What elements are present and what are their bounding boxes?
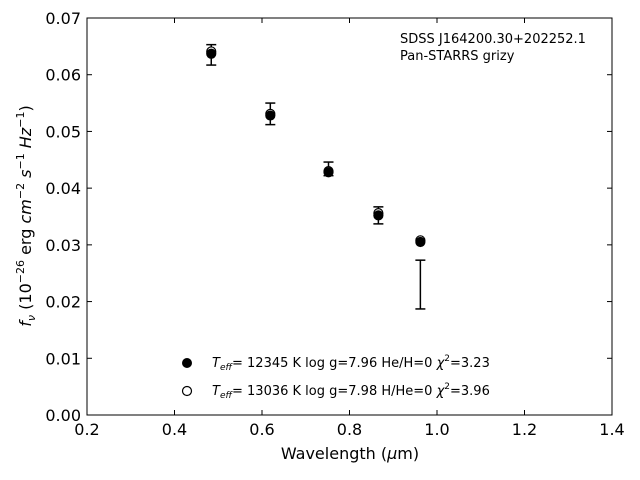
y-tick-label: 0.02	[45, 293, 81, 312]
y-tick-label: 0.04	[45, 179, 81, 198]
point-filled	[265, 110, 276, 121]
legend-marker-filled	[182, 358, 192, 368]
x-tick-label: 1.4	[599, 420, 624, 439]
data-points	[206, 46, 426, 248]
x-tick-label: 0.2	[74, 420, 99, 439]
legend-label-2: Teff= 13036 K log g=7.98 H/He=0 χ2=3.96	[212, 382, 490, 401]
point-filled	[323, 167, 334, 178]
y-tick-label: 0.07	[45, 9, 81, 28]
annotation-survey: Pan-STARRS grizy	[400, 49, 515, 64]
y-tick-label: 0.05	[45, 122, 81, 141]
x-tick-label: 0.4	[162, 420, 187, 439]
axis-ticks: 0.2 0.4 0.6 0.8 1.0 1.2 1.4 0.00 0.01 0.02 0.03 0.0…	[45, 9, 624, 439]
legend-label-1: Teff= 12345 K log g=7.96 He/H=0 χ2=3.23	[212, 354, 490, 373]
point-filled	[373, 210, 384, 221]
x-tick-label: 1.0	[424, 420, 449, 439]
y-axis-label: fν (10−26 erg cm−2 s−1 Hz−1)	[14, 105, 38, 326]
y-tick-label: 0.03	[45, 236, 81, 255]
y-tick-label: 0.01	[45, 349, 81, 368]
point-filled	[206, 48, 217, 59]
x-tick-label: 1.2	[512, 420, 537, 439]
y-tick-label: 0.00	[45, 406, 81, 425]
x-tick-label: 0.8	[337, 420, 362, 439]
point-filled	[415, 236, 426, 248]
x-axis-label: Wavelength (μm)	[281, 444, 419, 463]
x-tick-label: 0.6	[249, 420, 274, 439]
annotation-object: SDSS J164200.30+202252.1	[400, 32, 586, 47]
error-bars	[206, 43, 426, 310]
legend-marker-open	[181, 385, 193, 397]
y-tick-label: 0.06	[45, 66, 81, 85]
